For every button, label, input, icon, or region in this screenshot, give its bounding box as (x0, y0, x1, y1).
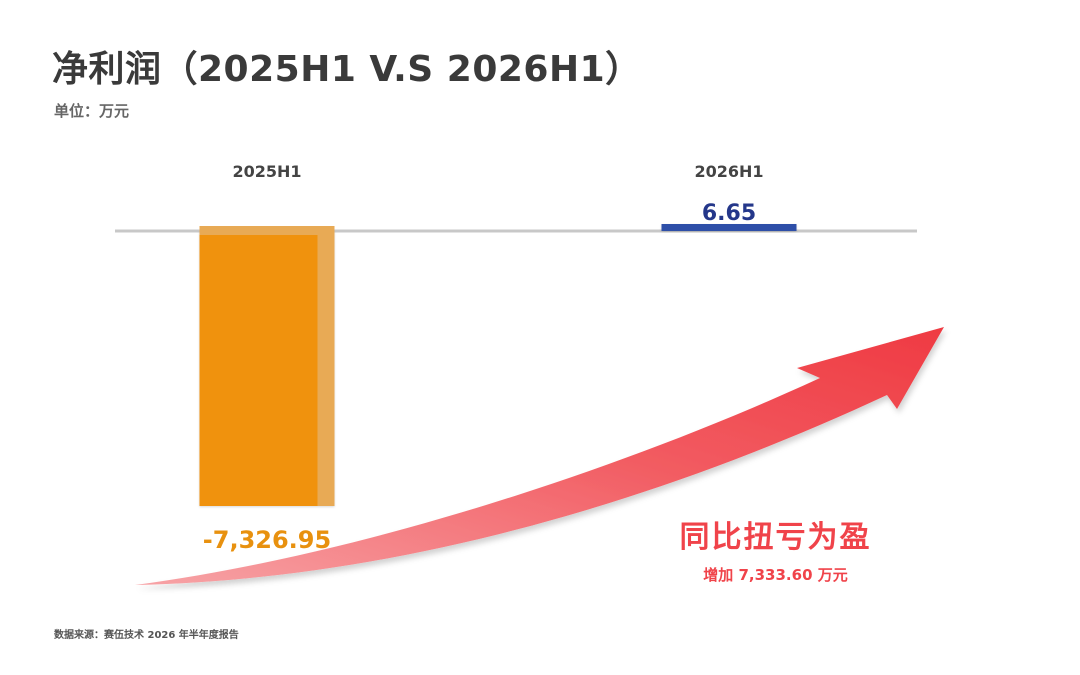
bar-2026H1 (661, 224, 797, 231)
chart-title: 净利润（2025H1 V.S 2026H1） (52, 49, 642, 90)
trend-arrow (135, 327, 944, 585)
bar-cap-2025H1 (199, 226, 335, 235)
bar-2025H1 (199, 231, 335, 506)
source-note: 数据来源：赛伍技术 2026 年半年度报告 (54, 630, 239, 641)
unit-label: 单位：万元 (54, 102, 130, 120)
value-label-2026H1: 6.65 (702, 201, 756, 226)
callout-subtitle: 增加 7,333.60 万元 (703, 566, 848, 584)
value-label-2025H1: -7,326.95 (203, 526, 331, 554)
yoy-callout: 同比扭亏为盈 增加 7,333.60 万元 (668, 512, 883, 585)
callout-title: 同比扭亏为盈 (679, 520, 872, 555)
category-label-2025H1: 2025H1 (232, 162, 301, 181)
category-label-2026H1: 2026H1 (694, 162, 763, 181)
bar-shade-2025H1 (317, 231, 335, 506)
